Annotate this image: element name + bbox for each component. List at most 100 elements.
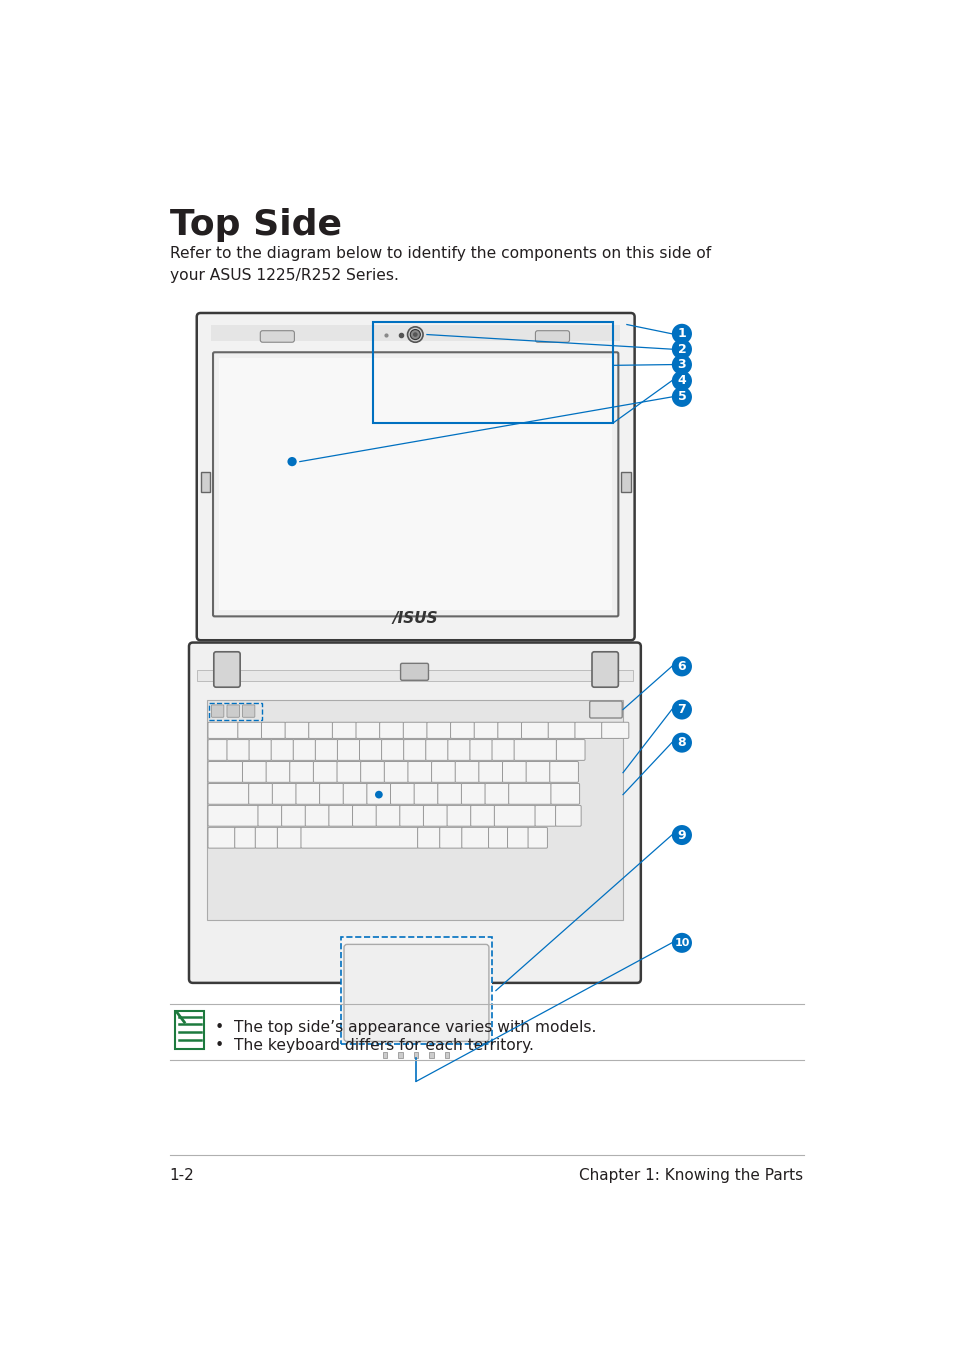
FancyBboxPatch shape — [423, 806, 447, 826]
FancyBboxPatch shape — [281, 806, 305, 826]
Text: 5: 5 — [677, 391, 685, 403]
Text: Chapter 1: Knowing the Parts: Chapter 1: Knowing the Parts — [578, 1168, 802, 1183]
FancyBboxPatch shape — [208, 783, 249, 805]
FancyBboxPatch shape — [525, 761, 550, 782]
FancyBboxPatch shape — [227, 704, 239, 718]
FancyBboxPatch shape — [208, 761, 243, 782]
FancyBboxPatch shape — [447, 806, 471, 826]
FancyBboxPatch shape — [379, 722, 403, 738]
FancyBboxPatch shape — [492, 740, 514, 760]
Text: 7: 7 — [677, 703, 685, 716]
FancyBboxPatch shape — [507, 828, 528, 848]
FancyBboxPatch shape — [367, 783, 391, 805]
FancyBboxPatch shape — [403, 722, 427, 738]
FancyBboxPatch shape — [305, 806, 329, 826]
FancyBboxPatch shape — [234, 828, 255, 848]
FancyBboxPatch shape — [208, 722, 238, 738]
FancyBboxPatch shape — [592, 651, 618, 687]
Bar — [209, 703, 261, 719]
FancyBboxPatch shape — [343, 783, 367, 805]
Text: Top Side: Top Side — [170, 208, 341, 242]
FancyBboxPatch shape — [208, 740, 227, 760]
FancyBboxPatch shape — [353, 806, 376, 826]
Text: 9: 9 — [677, 829, 685, 841]
FancyBboxPatch shape — [336, 761, 360, 782]
Text: 6: 6 — [677, 660, 685, 673]
Text: 10: 10 — [674, 938, 689, 947]
Bar — [382, 1052, 387, 1058]
FancyBboxPatch shape — [555, 806, 580, 826]
FancyBboxPatch shape — [208, 828, 234, 848]
Text: Refer to the diagram below to identify the components on this side of
your ASUS : Refer to the diagram below to identify t… — [170, 246, 710, 282]
FancyBboxPatch shape — [508, 783, 551, 805]
Text: •  The keyboard differs for each territory.: • The keyboard differs for each territor… — [215, 1038, 534, 1053]
Circle shape — [413, 332, 417, 337]
FancyBboxPatch shape — [227, 740, 249, 760]
Text: 8: 8 — [677, 735, 685, 749]
FancyBboxPatch shape — [461, 828, 488, 848]
Bar — [219, 358, 612, 611]
FancyBboxPatch shape — [329, 806, 353, 826]
Bar — [620, 472, 630, 491]
FancyBboxPatch shape — [295, 783, 319, 805]
Circle shape — [671, 324, 691, 343]
FancyBboxPatch shape — [212, 704, 224, 718]
Bar — [174, 1011, 204, 1049]
Text: 2: 2 — [677, 343, 685, 356]
Bar — [414, 1052, 418, 1058]
FancyBboxPatch shape — [301, 828, 417, 848]
FancyBboxPatch shape — [494, 806, 535, 826]
FancyBboxPatch shape — [474, 722, 497, 738]
FancyBboxPatch shape — [260, 331, 294, 342]
FancyBboxPatch shape — [249, 740, 272, 760]
Circle shape — [671, 354, 691, 375]
Circle shape — [287, 457, 296, 467]
FancyBboxPatch shape — [249, 783, 273, 805]
FancyBboxPatch shape — [242, 704, 254, 718]
FancyBboxPatch shape — [375, 806, 399, 826]
FancyBboxPatch shape — [208, 806, 258, 826]
Bar — [340, 936, 492, 1045]
FancyBboxPatch shape — [408, 761, 432, 782]
FancyBboxPatch shape — [277, 828, 301, 848]
Circle shape — [407, 327, 422, 342]
FancyBboxPatch shape — [427, 722, 451, 738]
FancyBboxPatch shape — [535, 806, 556, 826]
FancyBboxPatch shape — [285, 722, 309, 738]
FancyBboxPatch shape — [447, 740, 470, 760]
FancyBboxPatch shape — [319, 783, 343, 805]
FancyBboxPatch shape — [189, 643, 640, 982]
FancyBboxPatch shape — [497, 722, 521, 738]
Circle shape — [671, 699, 691, 719]
FancyBboxPatch shape — [549, 761, 578, 782]
FancyBboxPatch shape — [272, 783, 296, 805]
Text: •  The top side’s appearance varies with models.: • The top side’s appearance varies with … — [215, 1020, 596, 1035]
FancyBboxPatch shape — [359, 740, 381, 760]
FancyBboxPatch shape — [528, 828, 547, 848]
FancyBboxPatch shape — [414, 783, 437, 805]
FancyBboxPatch shape — [470, 740, 492, 760]
Circle shape — [671, 825, 691, 845]
FancyBboxPatch shape — [332, 722, 356, 738]
FancyBboxPatch shape — [309, 722, 333, 738]
FancyBboxPatch shape — [290, 761, 314, 782]
FancyBboxPatch shape — [381, 740, 404, 760]
FancyBboxPatch shape — [360, 761, 384, 782]
FancyBboxPatch shape — [437, 783, 461, 805]
FancyBboxPatch shape — [589, 702, 621, 718]
FancyBboxPatch shape — [293, 740, 315, 760]
Bar — [444, 1052, 449, 1058]
FancyBboxPatch shape — [315, 740, 337, 760]
FancyBboxPatch shape — [521, 722, 548, 738]
FancyBboxPatch shape — [548, 722, 575, 738]
FancyBboxPatch shape — [514, 740, 557, 760]
FancyBboxPatch shape — [266, 761, 290, 782]
FancyBboxPatch shape — [313, 761, 337, 782]
FancyBboxPatch shape — [470, 806, 495, 826]
FancyBboxPatch shape — [261, 722, 285, 738]
FancyBboxPatch shape — [478, 761, 502, 782]
Text: /ISUS: /ISUS — [392, 611, 437, 626]
FancyBboxPatch shape — [399, 806, 423, 826]
FancyBboxPatch shape — [575, 722, 601, 738]
FancyBboxPatch shape — [237, 722, 261, 738]
